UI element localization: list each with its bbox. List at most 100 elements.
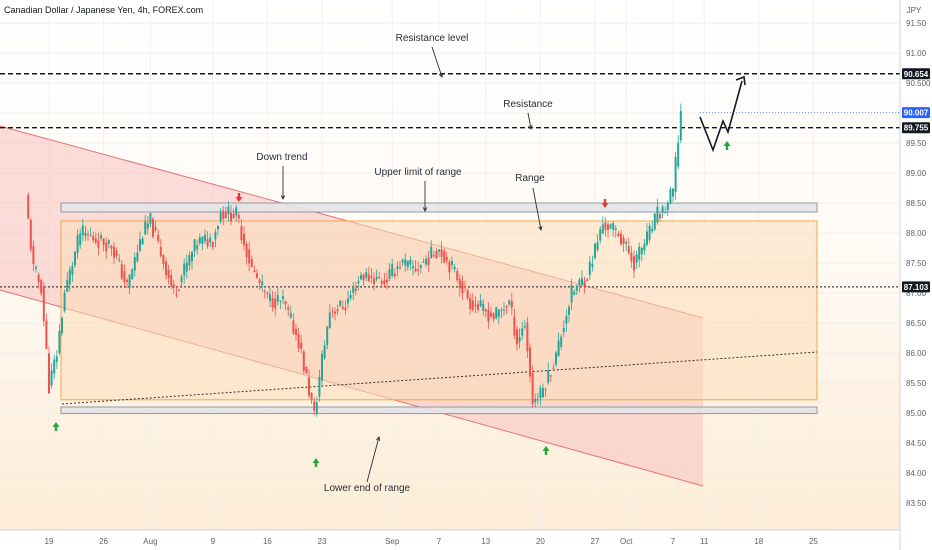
candle-body: [219, 212, 222, 222]
y-tick-label: 83.50: [906, 499, 927, 508]
y-tick-label: 89.00: [906, 169, 927, 178]
candle-body: [630, 252, 633, 262]
candle-body: [591, 263, 594, 267]
candle-body: [679, 111, 682, 141]
candle-body: [123, 271, 126, 283]
candle-body: [352, 286, 355, 293]
candle-body: [61, 317, 63, 333]
candle-body: [159, 246, 162, 257]
candle-body: [118, 259, 121, 261]
candle-body: [388, 269, 391, 279]
candle-body: [204, 234, 206, 241]
candle-body: [495, 307, 498, 319]
candle-body: [214, 232, 217, 240]
candle-body: [105, 242, 108, 252]
candle-body: [139, 239, 141, 251]
candle-body: [643, 243, 646, 251]
candle-body: [217, 226, 219, 230]
candle-body: [185, 262, 188, 272]
annotation-label: Resistance level: [396, 33, 469, 44]
candle-body: [487, 310, 490, 322]
candle-body: [256, 273, 258, 278]
candle-body: [578, 279, 581, 286]
candle-body: [154, 227, 157, 231]
candle-body: [458, 278, 461, 289]
candle-body: [243, 234, 245, 246]
candle-body: [646, 231, 648, 245]
x-tick-label: 7: [437, 537, 442, 546]
candle-body: [443, 250, 446, 263]
candle-body: [310, 392, 313, 401]
candle-body: [612, 222, 615, 230]
candle-body: [430, 246, 433, 259]
candle-body: [115, 250, 118, 256]
candle-body: [386, 279, 388, 283]
candle-body: [534, 398, 537, 403]
price-scale-background: [900, 0, 932, 550]
candle-body: [357, 281, 360, 284]
candle-body: [523, 325, 526, 328]
candle-body: [263, 291, 266, 293]
candle-body: [438, 249, 440, 252]
candle-body: [586, 279, 589, 282]
candle-body: [170, 274, 173, 286]
candle-body: [141, 238, 144, 245]
candle-body: [596, 242, 599, 250]
candle-body: [453, 266, 456, 270]
candle-body: [406, 260, 409, 267]
x-tick-label: 9: [211, 537, 216, 546]
currency-label: JPY: [907, 6, 922, 15]
candle-body: [365, 272, 368, 278]
candle-body: [474, 304, 477, 307]
candle-body: [331, 311, 334, 313]
x-tick-label: 13: [481, 537, 490, 546]
candle-body: [539, 387, 542, 399]
candle-body: [175, 294, 178, 296]
y-tick-label: 85.50: [906, 379, 927, 388]
candle-body: [607, 224, 609, 231]
candle-body: [58, 330, 61, 354]
candle-body: [464, 285, 466, 288]
candle-body: [313, 401, 316, 411]
candle-body: [63, 292, 66, 312]
candle-body: [341, 306, 344, 309]
current-price-tag: [902, 107, 930, 119]
candle-body: [614, 228, 617, 231]
candle-body: [269, 294, 271, 302]
candle-body: [68, 269, 71, 285]
candle-body: [211, 241, 214, 248]
candle-body: [180, 276, 183, 283]
sell-arrow-icon: [235, 193, 243, 202]
annotation-pointer-head: [280, 195, 286, 201]
candle-body: [305, 366, 308, 374]
candle-body: [367, 274, 370, 282]
candle-body: [84, 232, 87, 236]
candle-body: [492, 313, 495, 320]
x-tick-label: 20: [536, 537, 545, 546]
chart-title: Canadian Dollar / Japanese Yen, 4h, FORE…: [4, 5, 203, 15]
candle-body: [323, 345, 326, 359]
candle-body: [274, 298, 277, 309]
candle-body: [178, 289, 180, 291]
buy-arrow-icon: [52, 422, 60, 431]
candle-body: [549, 375, 552, 377]
candle-body: [659, 214, 661, 219]
candle-body: [193, 239, 196, 252]
x-tick-label: 25: [809, 537, 818, 546]
candle-body: [133, 257, 136, 271]
candle-body: [440, 249, 443, 257]
candle-body: [547, 370, 550, 383]
candle-body: [373, 278, 375, 285]
candle-body: [557, 340, 560, 357]
candle-body: [471, 300, 474, 310]
candle-body: [167, 269, 170, 279]
candle-body: [29, 219, 32, 250]
candle-body: [172, 284, 175, 288]
y-tick-label: 88.00: [906, 229, 927, 238]
buy-arrow-icon: [723, 141, 731, 150]
lower-range-band: [60, 406, 818, 415]
candle-body: [66, 279, 69, 292]
candle-body: [349, 294, 352, 299]
candle-body: [27, 195, 30, 219]
